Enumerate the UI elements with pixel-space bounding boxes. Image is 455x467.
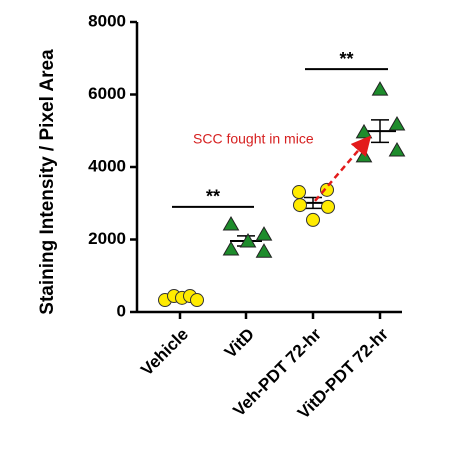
data-point [255,243,273,258]
data-point [355,147,373,163]
y-tick-label: 6000 [88,84,126,103]
data-point [388,115,406,131]
data-point [293,198,307,213]
data-point [321,199,335,214]
significance-label: ** [339,49,353,69]
data-point [388,142,406,157]
data-point [222,241,240,256]
data-point [292,185,306,200]
data-point [190,293,204,308]
data-point [371,81,389,96]
data-point [255,226,273,241]
x-tick-label: VitD [221,325,258,362]
y-tick-label: 8000 [88,11,126,30]
significance-label: ** [206,187,220,207]
annotation-arrow [314,135,372,202]
y-tick-label: 4000 [88,156,126,175]
annotation: SCC fought in mice [193,131,314,147]
data-point [239,233,257,248]
data-point [222,215,240,231]
data-point [320,182,334,197]
data-point [306,212,320,227]
y-axis-label: Staining Intensity / Pixel Area [37,49,58,315]
x-tick-label: Vehicle [137,325,192,380]
y-tick-label: 2000 [88,229,126,248]
y-tick-label: 0 [117,301,126,320]
